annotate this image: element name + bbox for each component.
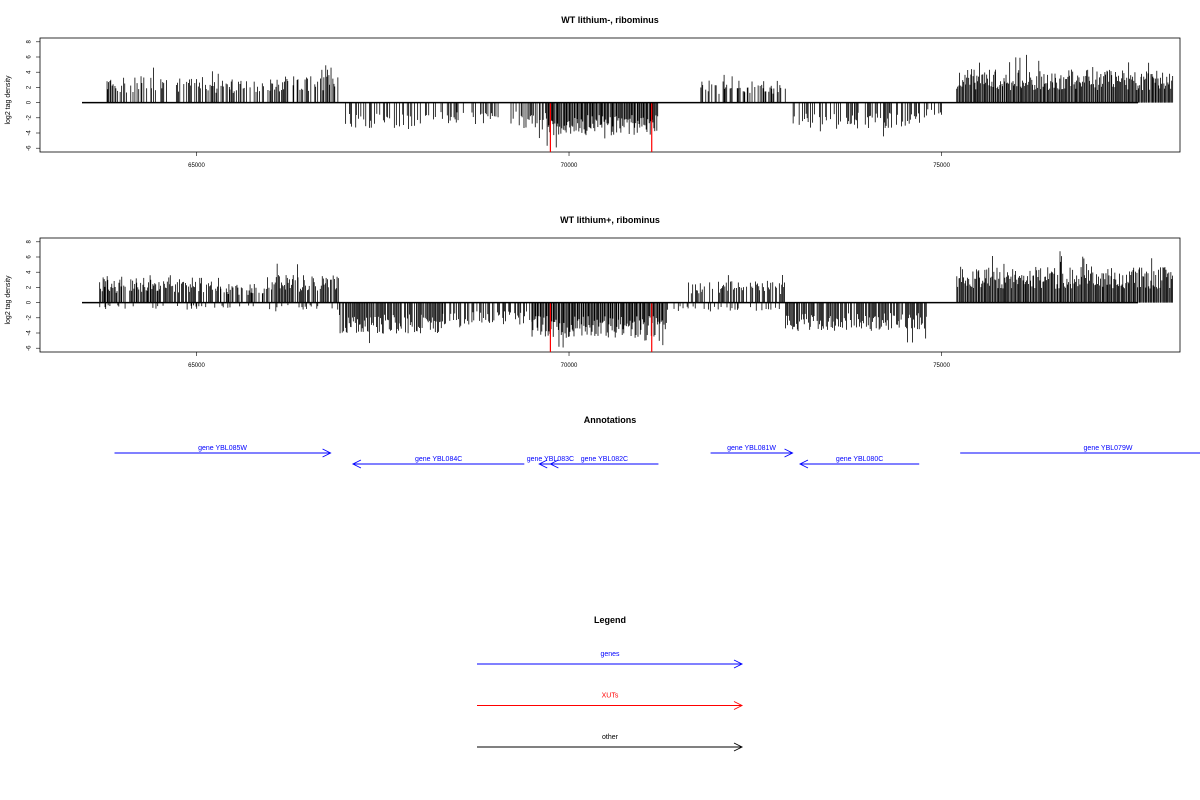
gene-arrow: gene YBL081W — [710, 445, 794, 458]
y-tick-label-5: 4 — [27, 270, 33, 274]
gene-arrow-head — [549, 459, 559, 469]
gene-arrow-head — [351, 459, 362, 469]
legend-arrow-head — [733, 742, 744, 752]
y-axis-label: log2 tag density — [5, 75, 12, 125]
signal-bars — [106, 54, 1174, 148]
legend-items: genes XUTs other — [477, 651, 744, 752]
y-tick-label-3: 0 — [27, 100, 33, 104]
x-tick-label-2: 75000 — [933, 163, 950, 169]
gene-label: gene YBL080C — [836, 456, 883, 463]
gene-arrow: gene YBL079W — [960, 445, 1200, 454]
panel-title: WT lithium-, ribominus — [561, 15, 659, 25]
legend-label: genes — [600, 651, 620, 658]
track-panel-lithium-plus: WT lithium+, ribominus log2 tag density … — [5, 215, 1181, 369]
y-tick-label-4: 2 — [27, 85, 33, 89]
gene-label: gene YBL081W — [727, 445, 776, 452]
x-tick-label-1: 70000 — [561, 363, 578, 369]
gene-arrow: gene YBL083C — [527, 456, 574, 469]
legend-title: Legend — [594, 615, 626, 625]
y-tick-label-0: -6 — [27, 345, 33, 351]
x-tick-label-0: 65000 — [188, 363, 205, 369]
gene-arrow-head — [322, 448, 332, 458]
y-tick-label-2: -2 — [27, 314, 33, 320]
gene-arrow: gene YBL085W — [114, 445, 332, 458]
gene-label: gene YBL083C — [527, 456, 574, 463]
legend-panel: Legend genes XUTs other — [477, 615, 744, 752]
annotations-title: Annotations — [584, 415, 637, 425]
gene-arrow-head — [784, 448, 794, 458]
x-axis: 65000 70000 75000 — [188, 352, 951, 369]
y-axis-label: log2 tag density — [5, 275, 12, 325]
plot-frame — [39, 37, 1181, 153]
xut-marks — [549, 102, 653, 152]
y-tick-label-6: 6 — [27, 55, 33, 59]
legend-item-xuts: XUTs — [477, 693, 744, 710]
y-tick-label-3: 0 — [27, 300, 33, 304]
plot-frame — [39, 237, 1181, 353]
signal-bars — [99, 251, 1173, 348]
y-tick-label-7: 8 — [27, 239, 33, 243]
legend-item-genes: genes — [477, 651, 744, 669]
y-tick-label-7: 8 — [27, 39, 33, 43]
gene-arrow-head — [538, 459, 548, 469]
x-tick-label-1: 70000 — [561, 163, 578, 169]
y-tick-label-1: -4 — [27, 130, 33, 136]
y-tick-label-4: 2 — [27, 285, 33, 289]
x-tick-label-2: 75000 — [933, 363, 950, 369]
track-panel-lithium-minus: WT lithium-, ribominus log2 tag density … — [5, 15, 1181, 169]
gene-arrow: gene YBL082C — [549, 456, 659, 469]
panel-title: WT lithium+, ribominus — [560, 215, 660, 225]
legend-arrow-head — [733, 659, 744, 669]
y-tick-label-6: 6 — [27, 255, 33, 259]
y-axis: -6 -4 -2 0 2 4 6 8 — [27, 39, 40, 151]
gene-label: gene YBL084C — [415, 456, 462, 463]
xut-marks — [549, 302, 653, 352]
y-tick-label-2: -2 — [27, 114, 33, 120]
y-tick-label-5: 4 — [27, 70, 33, 74]
gene-arrow: gene YBL080C — [798, 456, 920, 469]
gene-arrow-head — [798, 459, 809, 469]
x-tick-label-0: 65000 — [188, 163, 205, 169]
legend-item-other: other — [477, 734, 744, 752]
legend-label: XUTs — [602, 693, 619, 700]
y-tick-label-0: -6 — [27, 145, 33, 151]
legend-label: other — [602, 734, 619, 741]
legend-arrow-head — [733, 701, 744, 710]
x-axis: 65000 70000 75000 — [188, 152, 951, 169]
y-tick-label-1: -4 — [27, 330, 33, 336]
gene-label: gene YBL085W — [198, 445, 247, 452]
gene-arrows: gene YBL085W gene YBL084C gene YBL083C gene… — [114, 445, 1200, 469]
y-axis: -6 -4 -2 0 2 4 6 8 — [27, 239, 40, 351]
gene-arrow: gene YBL084C — [351, 456, 525, 469]
gene-label: gene YBL079W — [1084, 445, 1133, 452]
gene-label: gene YBL082C — [581, 456, 628, 463]
